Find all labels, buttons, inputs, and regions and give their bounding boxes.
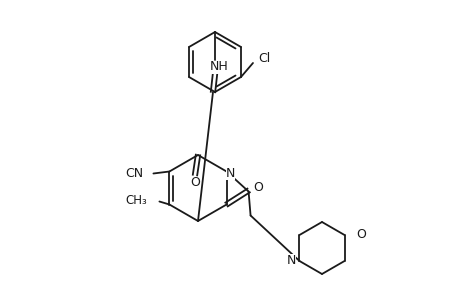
Text: O: O xyxy=(253,181,263,194)
Text: Cl: Cl xyxy=(257,52,269,65)
Text: CH₃: CH₃ xyxy=(125,194,147,207)
Text: N: N xyxy=(225,167,235,180)
Text: O: O xyxy=(190,176,200,190)
Text: NH: NH xyxy=(209,61,228,74)
Text: O: O xyxy=(356,229,366,242)
Text: CN: CN xyxy=(125,167,143,180)
Text: N: N xyxy=(286,254,296,266)
